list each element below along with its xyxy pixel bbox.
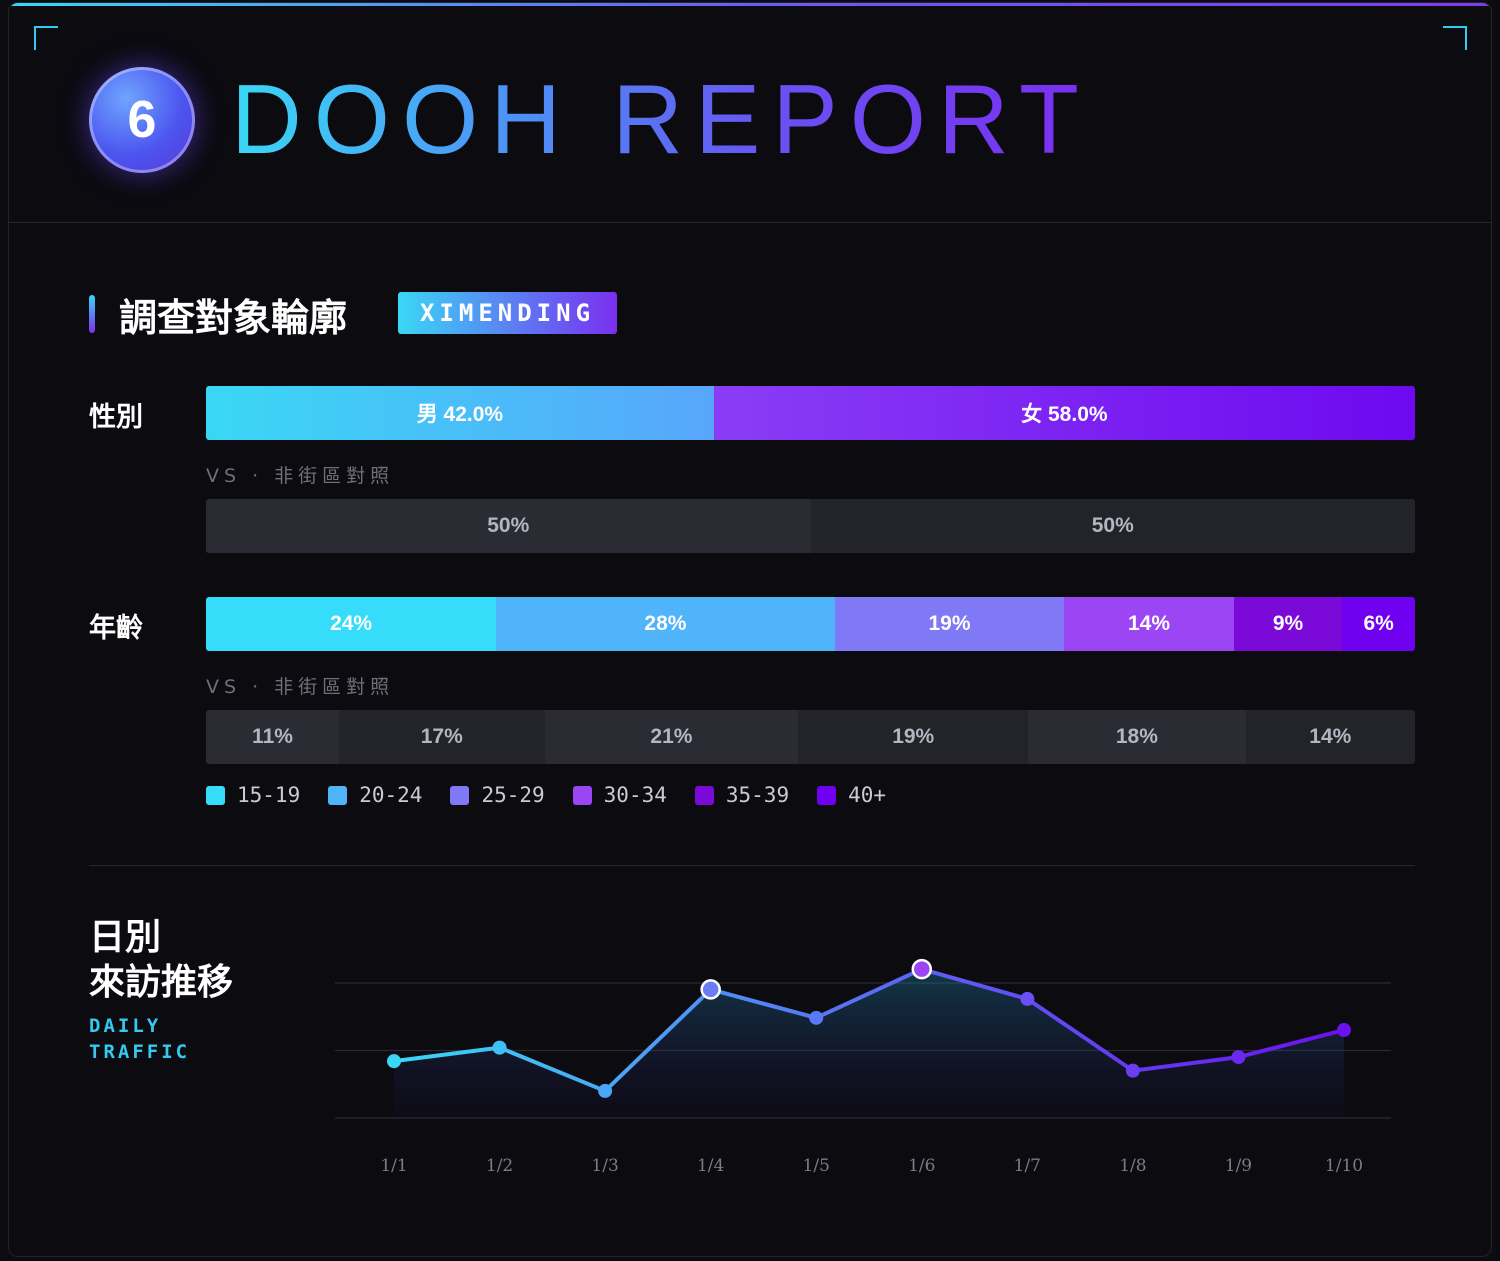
traffic-area xyxy=(394,969,1344,1118)
legend-item: 40+ xyxy=(817,783,886,807)
age-segment-3: 14% xyxy=(1064,597,1234,651)
legend-item: 15-19 xyxy=(206,783,300,807)
age-segment-4: 9% xyxy=(1233,597,1343,651)
age-compare-segment-1: 17% xyxy=(338,710,545,764)
legend-item: 35-39 xyxy=(694,783,790,807)
data-point xyxy=(387,1054,401,1069)
age-compare-segment-5: 14% xyxy=(1245,710,1415,764)
gender-bar: 男 42.0% 女 58.0% xyxy=(206,386,1415,440)
legend-label: 20-24 xyxy=(359,783,423,807)
data-point xyxy=(1337,1023,1351,1038)
section-accent-bar xyxy=(89,295,95,333)
highlighted-data-point xyxy=(911,958,933,980)
gender-compare-bar: 50% 50% xyxy=(206,499,1415,553)
legend-label: 25-29 xyxy=(481,783,545,807)
legend-label: 35-39 xyxy=(725,783,790,807)
daily-title: 日別 來訪推移 xyxy=(89,915,233,1005)
report-header: 6 DOOH REPORT xyxy=(9,3,1491,223)
legend-item: 20-24 xyxy=(328,783,422,807)
x-tick-label: 1/9 xyxy=(1225,1156,1252,1176)
age-bar: 24% 28% 19% 14% 9% 6% xyxy=(206,597,1415,651)
age-legend: 15-19 20-24 25-29 30-34 35-39 40+ xyxy=(206,783,914,807)
daily-subtitle-line1: DAILY xyxy=(89,1015,162,1037)
legend-label: 30-34 xyxy=(603,783,667,807)
x-tick-label: 1/8 xyxy=(1119,1156,1146,1176)
x-tick-label: 1/6 xyxy=(908,1156,935,1176)
x-tick-label: 1/3 xyxy=(591,1156,618,1176)
daily-subtitle: DAILY TRAFFIC xyxy=(89,1013,190,1065)
x-tick-label: 1/2 xyxy=(486,1156,513,1176)
age-compare-segment-3: 19% xyxy=(798,710,1029,764)
daily-title-line2: 來訪推移 xyxy=(89,962,234,1003)
legend-swatch xyxy=(694,785,714,805)
data-point xyxy=(1231,1050,1246,1065)
gender-label: 性別 xyxy=(89,402,143,433)
x-tick-label: 1/5 xyxy=(803,1156,830,1176)
legend-swatch xyxy=(206,785,225,805)
section-divider xyxy=(89,865,1415,866)
data-point xyxy=(1020,991,1035,1006)
gender-vs-label: VS · 非街區對照 xyxy=(206,465,395,487)
gender-compare-segment-1: 50% xyxy=(810,499,1415,553)
age-compare-bar: 11% 17% 21% 19% 18% 14% xyxy=(206,710,1415,764)
age-label: 年齡 xyxy=(89,613,143,644)
location-tag: XIMENDING xyxy=(398,292,617,334)
report-card: 6 DOOH REPORT 調查對象輪廓 XIMENDING 性別 男 42.0… xyxy=(8,2,1492,1257)
legend-swatch xyxy=(328,785,348,805)
daily-subtitle-line2: TRAFFIC xyxy=(89,1041,191,1063)
age-vs-label: VS · 非街區對照 xyxy=(206,676,395,698)
age-compare-segment-2: 21% xyxy=(544,710,799,764)
age-segment-1: 28% xyxy=(496,597,835,651)
x-tick-label: 1/10 xyxy=(1325,1156,1363,1176)
legend-item: 25-29 xyxy=(450,783,545,807)
age-segment-2: 19% xyxy=(834,597,1065,651)
data-point xyxy=(809,1010,824,1025)
gender-segment-0: 男 42.0% xyxy=(206,386,714,440)
corner-bracket-top-left xyxy=(34,26,58,50)
age-compare-segment-4: 18% xyxy=(1028,710,1246,764)
highlighted-data-point xyxy=(700,979,721,1000)
gender-compare-segment-0: 50% xyxy=(206,499,811,553)
traffic-line xyxy=(393,967,1345,1093)
data-point xyxy=(598,1083,613,1098)
x-tick-label: 1/1 xyxy=(380,1156,407,1176)
legend-swatch xyxy=(450,785,470,805)
data-point xyxy=(492,1040,507,1055)
data-point xyxy=(1125,1063,1140,1078)
x-tick-label: 1/4 xyxy=(697,1156,724,1176)
x-tick-label: 1/7 xyxy=(1014,1156,1041,1176)
age-segment-5: 6% xyxy=(1342,597,1415,651)
section-title: 調查對象輪廓 xyxy=(119,296,348,340)
age-segment-0: 24% xyxy=(206,597,497,651)
legend-label: 40+ xyxy=(848,783,887,807)
report-number: 6 xyxy=(127,91,157,149)
age-compare-segment-0: 11% xyxy=(206,710,339,764)
legend-item: 30-34 xyxy=(572,783,667,807)
daily-title-line1: 日別 xyxy=(89,917,162,958)
legend-swatch xyxy=(572,785,592,805)
legend-swatch xyxy=(817,785,837,805)
daily-traffic-chart: 1/1 1/2 1/3 1/4 1/5 1/6 1/7 1/8 1/9 1/10 xyxy=(335,958,1391,1176)
legend-label: 15-19 xyxy=(237,783,301,807)
corner-bracket-top-right xyxy=(1443,26,1467,50)
top-accent-line xyxy=(9,3,1491,6)
report-number-badge: 6 xyxy=(89,67,195,173)
report-title: DOOH REPORT xyxy=(231,64,1091,174)
gender-segment-1: 女 58.0% xyxy=(713,386,1415,440)
